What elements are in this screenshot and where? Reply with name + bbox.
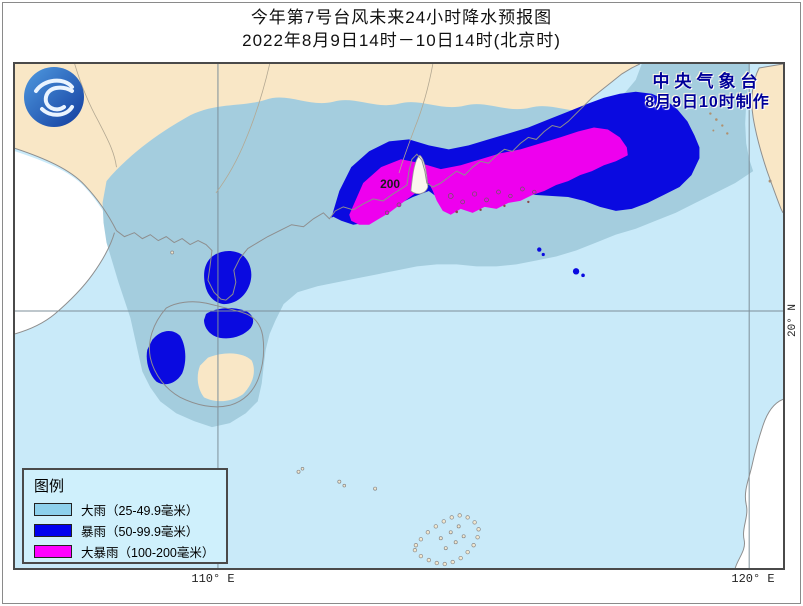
- rainstorm-swatch: [34, 524, 72, 537]
- legend-box: 图例 大雨（25-49.9毫米） 暴雨（50-99.9毫米） 大暴雨（100-2…: [22, 468, 228, 564]
- hainan-interior-patch: [197, 353, 254, 402]
- title-line-2: 2022年8月9日14时－10日14时(北京时): [242, 31, 561, 50]
- zhongsha-atoll-cluster: [412, 513, 481, 567]
- map-canvas: 200: [15, 64, 783, 568]
- rain-value-label: 200: [380, 177, 400, 191]
- severe-rainstorm-swatch: [34, 545, 72, 558]
- title-line-1: 今年第7号台风未来24小时降水预报图: [250, 8, 553, 27]
- luzon-island: [735, 399, 783, 568]
- lat-label-20n: 20° N: [787, 303, 799, 337]
- vietnam-land: [15, 151, 115, 334]
- map-title: 今年第7号台风未来24小时降水预报图 2022年8月9日14时－10日14时(北…: [0, 6, 803, 52]
- storm-blob-hainan-north: [204, 308, 254, 339]
- logo-circle: [24, 67, 84, 127]
- heavy-rain-swatch: [34, 503, 72, 516]
- severe-rainstorm-label: 大暴雨（100-200毫米）: [81, 546, 215, 560]
- legend-item-rainstorm: 暴雨（50-99.9毫米）: [34, 520, 218, 541]
- rain-area-severe: [349, 127, 628, 225]
- credit-block: 中央气象台 8月9日10时制作: [620, 71, 795, 113]
- legend-title: 图例: [34, 478, 65, 495]
- lon-label-110e: 110° E: [191, 572, 235, 586]
- credit-agency: 中央气象台: [652, 72, 763, 91]
- heavy-rain-label: 大雨（25-49.9毫米）: [81, 504, 199, 518]
- xisha-islets: [170, 250, 378, 491]
- storm-blob-leizhou: [204, 251, 252, 305]
- legend-item-heavy-rain: 大雨（25-49.9毫米）: [34, 499, 218, 520]
- storm-blob-hainan-west: [146, 330, 186, 385]
- coastlines: [15, 64, 783, 568]
- taiwan-island: [751, 64, 783, 213]
- legend-item-severe-rainstorm: 大暴雨（100-200毫米）: [34, 541, 218, 562]
- dongsha-islands: [537, 247, 585, 278]
- coastal-islands: [384, 186, 537, 215]
- cma-logo: [24, 67, 84, 127]
- lon-label-120e: 120° E: [731, 572, 775, 586]
- credit-issued-time: 8月9日10时制作: [645, 94, 770, 111]
- rainstorm-label: 暴雨（50-99.9毫米）: [81, 525, 199, 539]
- logo-swirl: [34, 78, 74, 117]
